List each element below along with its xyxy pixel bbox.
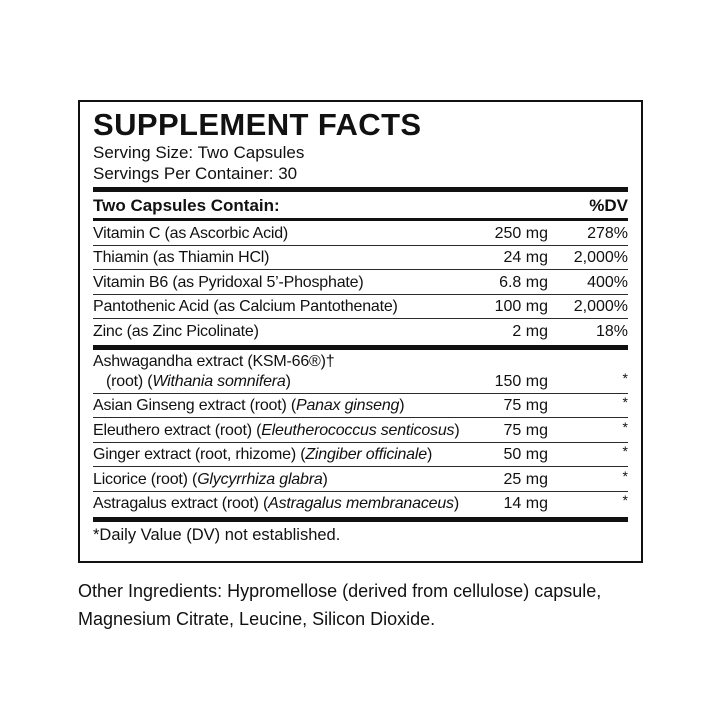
ingredient-amount: 75 mg [503, 397, 548, 414]
ingredient-dv: * [622, 492, 628, 508]
ingredient-amount: 14 mg [503, 495, 548, 512]
ingredient-name: Pantothenic Acid (as Calcium Pantothenat… [93, 298, 398, 315]
ingredient-name-line2: (root) (Withania somnifera) [106, 372, 291, 390]
table-row: Vitamin C (as Ascorbic Acid) 250 mg 278% [93, 221, 628, 246]
table-row: Thiamin (as Thiamin HCl) 24 mg 2,000% [93, 246, 628, 270]
ingredient-name-line1: Ashwagandha extract (KSM-66®)† [93, 353, 335, 370]
latin-name: Panax ginseng [295, 397, 400, 414]
ingredient-name: Licorice (root) (Glycyrrhiza glabra) [93, 470, 328, 488]
ingredient-dv: * [622, 443, 628, 459]
table-row: Pantothenic Acid (as Calcium Pantothenat… [93, 295, 628, 319]
ingredient-name: Vitamin B6 (as Pyridoxal 5’-Phosphate) [93, 273, 364, 291]
ingredient-name: Thiamin (as Thiamin HCl) [93, 249, 270, 266]
table-header-dv: %DV [589, 196, 628, 215]
table-row: Eleuthero extract (root) (Eleutherococcu… [93, 418, 628, 443]
ingredient-amount: 75 mg [503, 421, 548, 439]
ingredient-amount: 250 mg [494, 224, 548, 242]
table-header-left: Two Capsules Contain: [93, 196, 280, 215]
table-row: Asian Ginseng extract (root) (Panax gins… [93, 394, 628, 418]
table-row: Ashwagandha extract (KSM-66®)† (root) (W… [93, 350, 628, 394]
ingredient-amount: 25 mg [503, 470, 548, 488]
ingredient-name: Asian Ginseng extract (root) (Panax gins… [93, 397, 405, 414]
ingredient-name: Astragalus extract (root) (Astragalus me… [93, 495, 459, 512]
table-row: Licorice (root) (Glycyrrhiza glabra) 25 … [93, 467, 628, 492]
latin-name: Eleutherococcus senticosus [261, 421, 455, 439]
ingredient-amount: 2 mg [512, 322, 548, 340]
divider-thick [93, 344, 628, 350]
daily-value-footnote: *Daily Value (DV) not established. [93, 526, 341, 544]
ingredient-amount: 150 mg [494, 372, 548, 390]
divider-thick [93, 517, 628, 522]
ingredient-dv: 400% [587, 273, 628, 291]
table-row: Ginger extract (root, rhizome) (Zingiber… [93, 443, 628, 467]
ingredient-name: Eleuthero extract (root) (Eleutherococcu… [93, 421, 460, 439]
ingredient-name: Ginger extract (root, rhizome) (Zingiber… [93, 446, 433, 463]
latin-name: Withania somnifera [152, 372, 286, 390]
ingredient-dv: 18% [595, 322, 628, 340]
servings-per-container: Servings Per Container: 30 [93, 164, 298, 183]
ingredient-amount: 50 mg [503, 446, 548, 463]
panel-title: SUPPLEMENT FACTS [93, 107, 422, 142]
table-row: Vitamin B6 (as Pyridoxal 5’-Phosphate) 6… [93, 270, 628, 295]
ingredient-dv: 2,000% [573, 249, 628, 266]
ingredient-dv: * [622, 418, 628, 435]
latin-name: Zingiber officinale [305, 446, 427, 463]
ingredient-dv: 2,000% [573, 298, 628, 315]
ingredient-dv: * [622, 467, 628, 484]
supplement-facts-panel: SUPPLEMENT FACTS Serving Size: Two Capsu… [78, 100, 643, 563]
latin-name: Astragalus membranaceus [268, 495, 454, 512]
ingredient-amount: 100 mg [494, 298, 548, 315]
ingredient-dv: 278% [587, 224, 628, 242]
serving-size: Serving Size: Two Capsules [93, 143, 305, 162]
ingredient-amount: 24 mg [503, 249, 548, 266]
other-ingredients: Other Ingredients: Hypromellose (derived… [78, 581, 602, 629]
latin-name: Glycyrrhiza glabra [197, 470, 323, 488]
ingredient-name: Zinc (as Zinc Picolinate) [93, 322, 259, 340]
table-header-row: Two Capsules Contain: %DV [93, 192, 628, 221]
ingredient-name: Ashwagandha extract (KSM-66®)† (root) (W… [93, 352, 468, 391]
divider-thick [93, 187, 628, 192]
ingredient-dv: * [622, 394, 628, 410]
table-row: Astragalus extract (root) (Astragalus me… [93, 492, 628, 516]
ingredient-name: Vitamin C (as Ascorbic Acid) [93, 224, 289, 242]
ingredient-amount: 6.8 mg [499, 273, 548, 291]
table-row: Zinc (as Zinc Picolinate) 2 mg 18% [93, 319, 628, 343]
ingredient-dv: * [622, 369, 628, 386]
